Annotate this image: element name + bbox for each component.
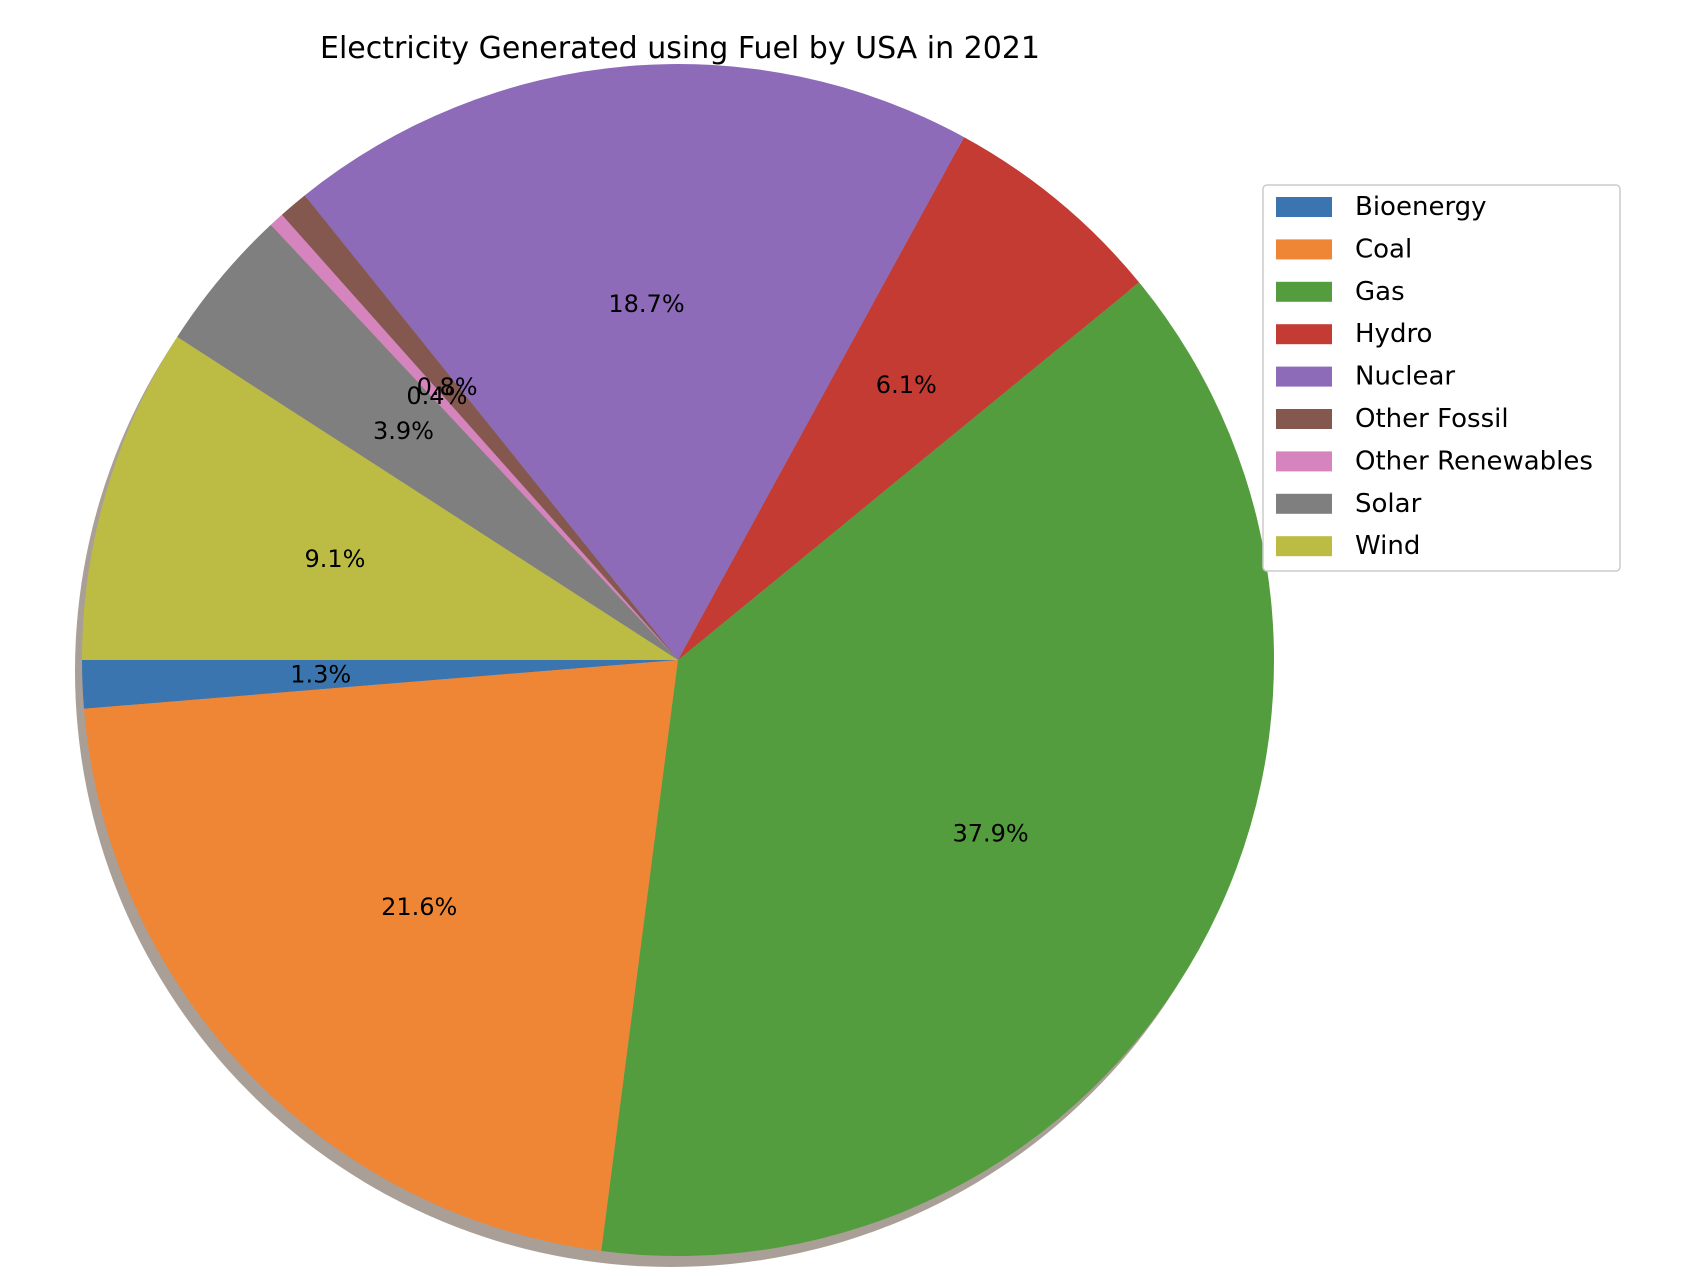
legend-label-bioenergy: Bioenergy	[1355, 192, 1487, 222]
pie-label-other-renewables: 0.4%	[406, 382, 467, 410]
pie-label-nuclear: 18.7%	[608, 290, 684, 318]
legend-swatch-hydro	[1276, 324, 1332, 345]
pie-slices	[82, 64, 1275, 1256]
pie-label-bioenergy: 1.3%	[290, 661, 351, 689]
pie-slice-coal	[84, 660, 678, 1252]
legend-label-solar: Solar	[1355, 489, 1422, 519]
legend-label-other-fossil: Other Fossil	[1355, 404, 1509, 434]
legend-swatch-nuclear	[1276, 366, 1332, 387]
legend-label-nuclear: Nuclear	[1355, 362, 1455, 392]
pie-slice-bioenergy	[82, 660, 678, 709]
legend-swatch-other-fossil	[1276, 409, 1332, 429]
pie-slice-gas	[601, 282, 1275, 1256]
legend-swatch-other-renewables	[1276, 451, 1332, 472]
legend-label-gas: Gas	[1355, 277, 1405, 307]
legend-swatch-coal	[1276, 239, 1332, 260]
legend-items: Bioenergy Coal Gas Hydro Nuclear Other Fossil…	[1276, 192, 1593, 561]
pie-slice-other-fossil	[281, 195, 678, 660]
legend-label-other-renewables: Other Renewables	[1355, 446, 1593, 476]
pie-label-other-fossil: 0.8%	[417, 373, 478, 401]
pie-slice-hydro	[678, 137, 1140, 661]
legend-label-hydro: Hydro	[1355, 319, 1432, 349]
pie-slice-solar	[177, 224, 679, 660]
legend-box	[1262, 184, 1621, 572]
legend-label-wind: Wind	[1355, 531, 1420, 561]
pie-label-coal: 21.6%	[381, 893, 457, 921]
pie-label-wind: 9.1%	[305, 545, 366, 573]
pie-label-gas: 37.9%	[952, 820, 1028, 848]
legend: Bioenergy Coal Gas Hydro Nuclear Other Fossil…	[1262, 184, 1621, 572]
chart-title: Electricity Generated using Fuel by USA …	[320, 31, 1040, 66]
legend-swatch-wind	[1276, 536, 1332, 557]
legend-swatch-gas	[1276, 281, 1332, 302]
pie-label-hydro: 6.1%	[876, 371, 937, 399]
pie-slice-wind	[82, 336, 678, 660]
legend-swatch-bioenergy	[1276, 197, 1332, 217]
pie-label-solar: 3.9%	[373, 417, 434, 445]
pie-slice-nuclear	[304, 64, 965, 661]
legend-swatch-solar	[1276, 493, 1332, 514]
pie-labels: 1.3% 21.6% 37.9% 6.1% 18.7% 0.8%0.4% 3.9% 9.1%	[290, 290, 1029, 921]
legend-label-coal: Coal	[1355, 234, 1412, 264]
pie-slice-other-renewables	[270, 214, 678, 660]
